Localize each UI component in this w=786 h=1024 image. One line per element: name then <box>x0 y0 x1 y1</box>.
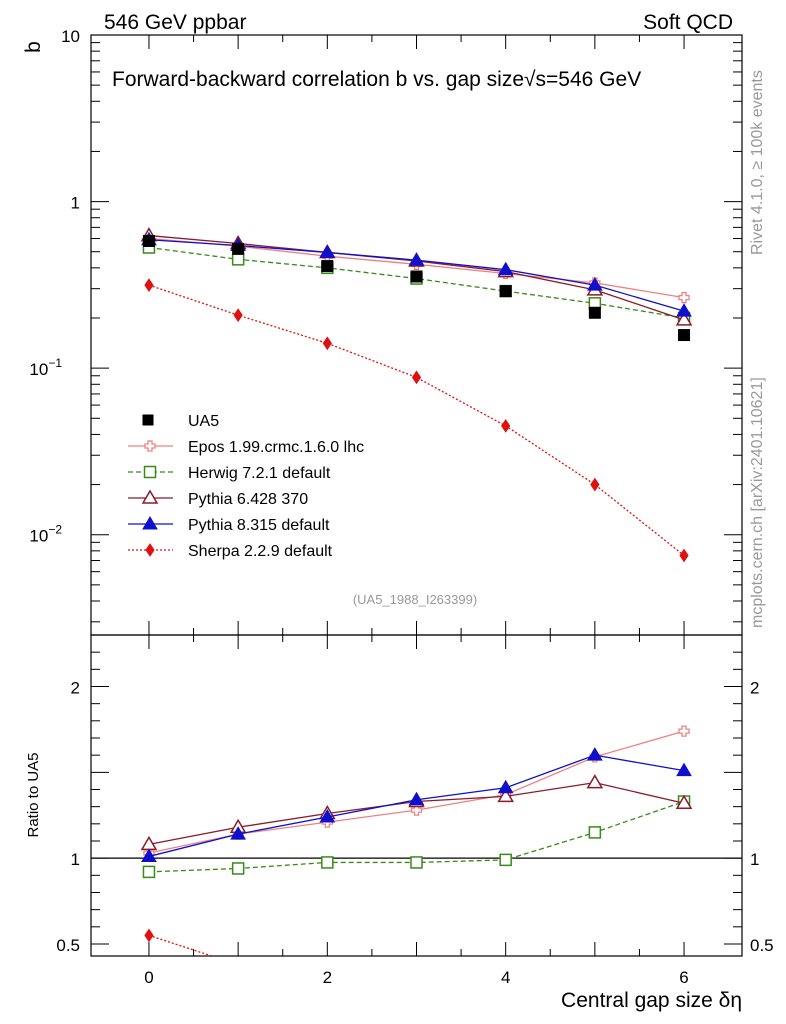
legend-label: Pythia 8.315 default <box>188 517 330 534</box>
series-point-ratio <box>230 826 247 840</box>
chart-title: Forward-backward correlation b vs. gap s… <box>112 68 641 91</box>
series-point-ratio <box>586 747 603 761</box>
series-point-ratio <box>497 779 514 794</box>
series-point-top <box>319 244 336 258</box>
rivet-label: Rivet 4.1.0, ≥ 100k events <box>749 70 766 255</box>
series-point-ratio <box>144 928 154 943</box>
legend-label: Pythia 6.428 370 <box>188 491 308 508</box>
series-point-top <box>501 419 511 433</box>
series-point-ratio <box>231 862 245 875</box>
data-point-ua5 <box>588 306 601 319</box>
series-point-top <box>144 278 154 293</box>
legend-marker <box>145 543 155 557</box>
header-right: Soft QCD <box>643 11 733 34</box>
x-tick-label: 0 <box>144 968 153 987</box>
y-tick-label-top: 1 <box>71 194 80 213</box>
y-tick-label-top: 10−1 <box>29 356 62 379</box>
series-point-top <box>408 252 425 266</box>
series-point-ratio <box>408 791 425 806</box>
analysis-tag: (UA5_1988_I263399) <box>353 592 477 607</box>
legend-marker <box>143 465 157 479</box>
series-point-top <box>586 277 603 291</box>
legend-marker <box>141 489 159 504</box>
y-tick-label-ratio-right: 0.5 <box>750 936 774 955</box>
axis-ticks: 0 2 4 6 10 1 10−1 10−2 2 2 1 1 0.5 0.5 <box>29 27 773 987</box>
chart-title-main: Forward-backward correlation b vs. gap s… <box>112 68 524 91</box>
series-point-top <box>231 253 245 266</box>
series-point-ratio <box>319 808 336 823</box>
x-axis-label: Central gap size δη <box>561 989 742 1012</box>
y-tick-label-ratio: 0.5 <box>56 936 80 955</box>
series-point-ratio <box>586 774 604 789</box>
x-tick-label: 6 <box>679 968 688 987</box>
legend-marker-ua5 <box>142 414 154 426</box>
series-point-ratio <box>142 865 156 879</box>
series-point-top <box>676 303 692 317</box>
header-left: 546 GeV ppbar <box>104 11 246 34</box>
mcplots-label: mcplots.cern.ch [arXiv:2401.10621] <box>749 377 766 628</box>
data-point-ua5 <box>232 242 245 255</box>
series-point-ratio <box>678 725 690 737</box>
series-point-top <box>411 370 422 385</box>
ratio-series-group <box>140 725 693 956</box>
series-point-ratio <box>410 804 423 816</box>
data-point-ua5 <box>678 329 691 342</box>
legend-label: Herwig 7.2.1 default <box>188 465 331 482</box>
series-point-top <box>678 291 690 304</box>
series-point-top <box>679 548 689 563</box>
legend-marker <box>144 440 156 452</box>
legend-label: Epos 1.99.crmc.1.6.0 lhc <box>188 439 364 456</box>
y-axis-label-bottom: Ratio to UA5 <box>25 752 42 837</box>
series-point-top <box>675 311 693 326</box>
series-point-ratio <box>499 853 512 867</box>
legend: UA5 Epos 1.99.crmc.1.6.0 lhc Herwig 7.2.1 … <box>128 413 364 560</box>
y-tick-label-ratio: 1 <box>71 850 80 869</box>
legend-marker <box>142 516 158 530</box>
chart-title-energy: √s=546 GeV <box>524 68 641 91</box>
series-point-top <box>497 261 514 276</box>
data-point-ua5 <box>142 234 155 247</box>
series-point-ratio <box>588 826 602 839</box>
y-tick-label-top: 10 <box>61 27 80 46</box>
series-point-ratio <box>676 762 692 777</box>
series-top <box>140 227 693 563</box>
y-tick-label-ratio: 2 <box>71 678 80 697</box>
series-line-top <box>148 284 685 557</box>
y-tick-label-top: 10−2 <box>29 523 62 546</box>
series-point-ratio <box>675 794 693 809</box>
y-tick-label-ratio-right: 1 <box>750 850 759 869</box>
data-point-ua5 <box>410 270 423 283</box>
y-axis-label-top: b <box>22 41 45 53</box>
series-point-ratio <box>141 848 157 862</box>
series-point-ratio <box>321 856 334 869</box>
y-tick-label-ratio-right: 2 <box>750 678 759 697</box>
series-point-ratio <box>497 787 514 803</box>
data-point-ua5 <box>321 260 334 273</box>
x-tick-label: 2 <box>323 968 332 987</box>
series-point-top <box>590 477 600 492</box>
series-point-top <box>322 336 332 351</box>
data-point-ua5 <box>499 285 512 298</box>
legend-label: Sherpa 2.2.9 default <box>188 543 333 560</box>
legend-label-ua5: UA5 <box>188 413 219 430</box>
series-point-top <box>233 308 243 323</box>
series-ratio <box>140 725 693 956</box>
series-point-ratio <box>410 856 423 869</box>
x-tick-label: 4 <box>501 968 510 987</box>
